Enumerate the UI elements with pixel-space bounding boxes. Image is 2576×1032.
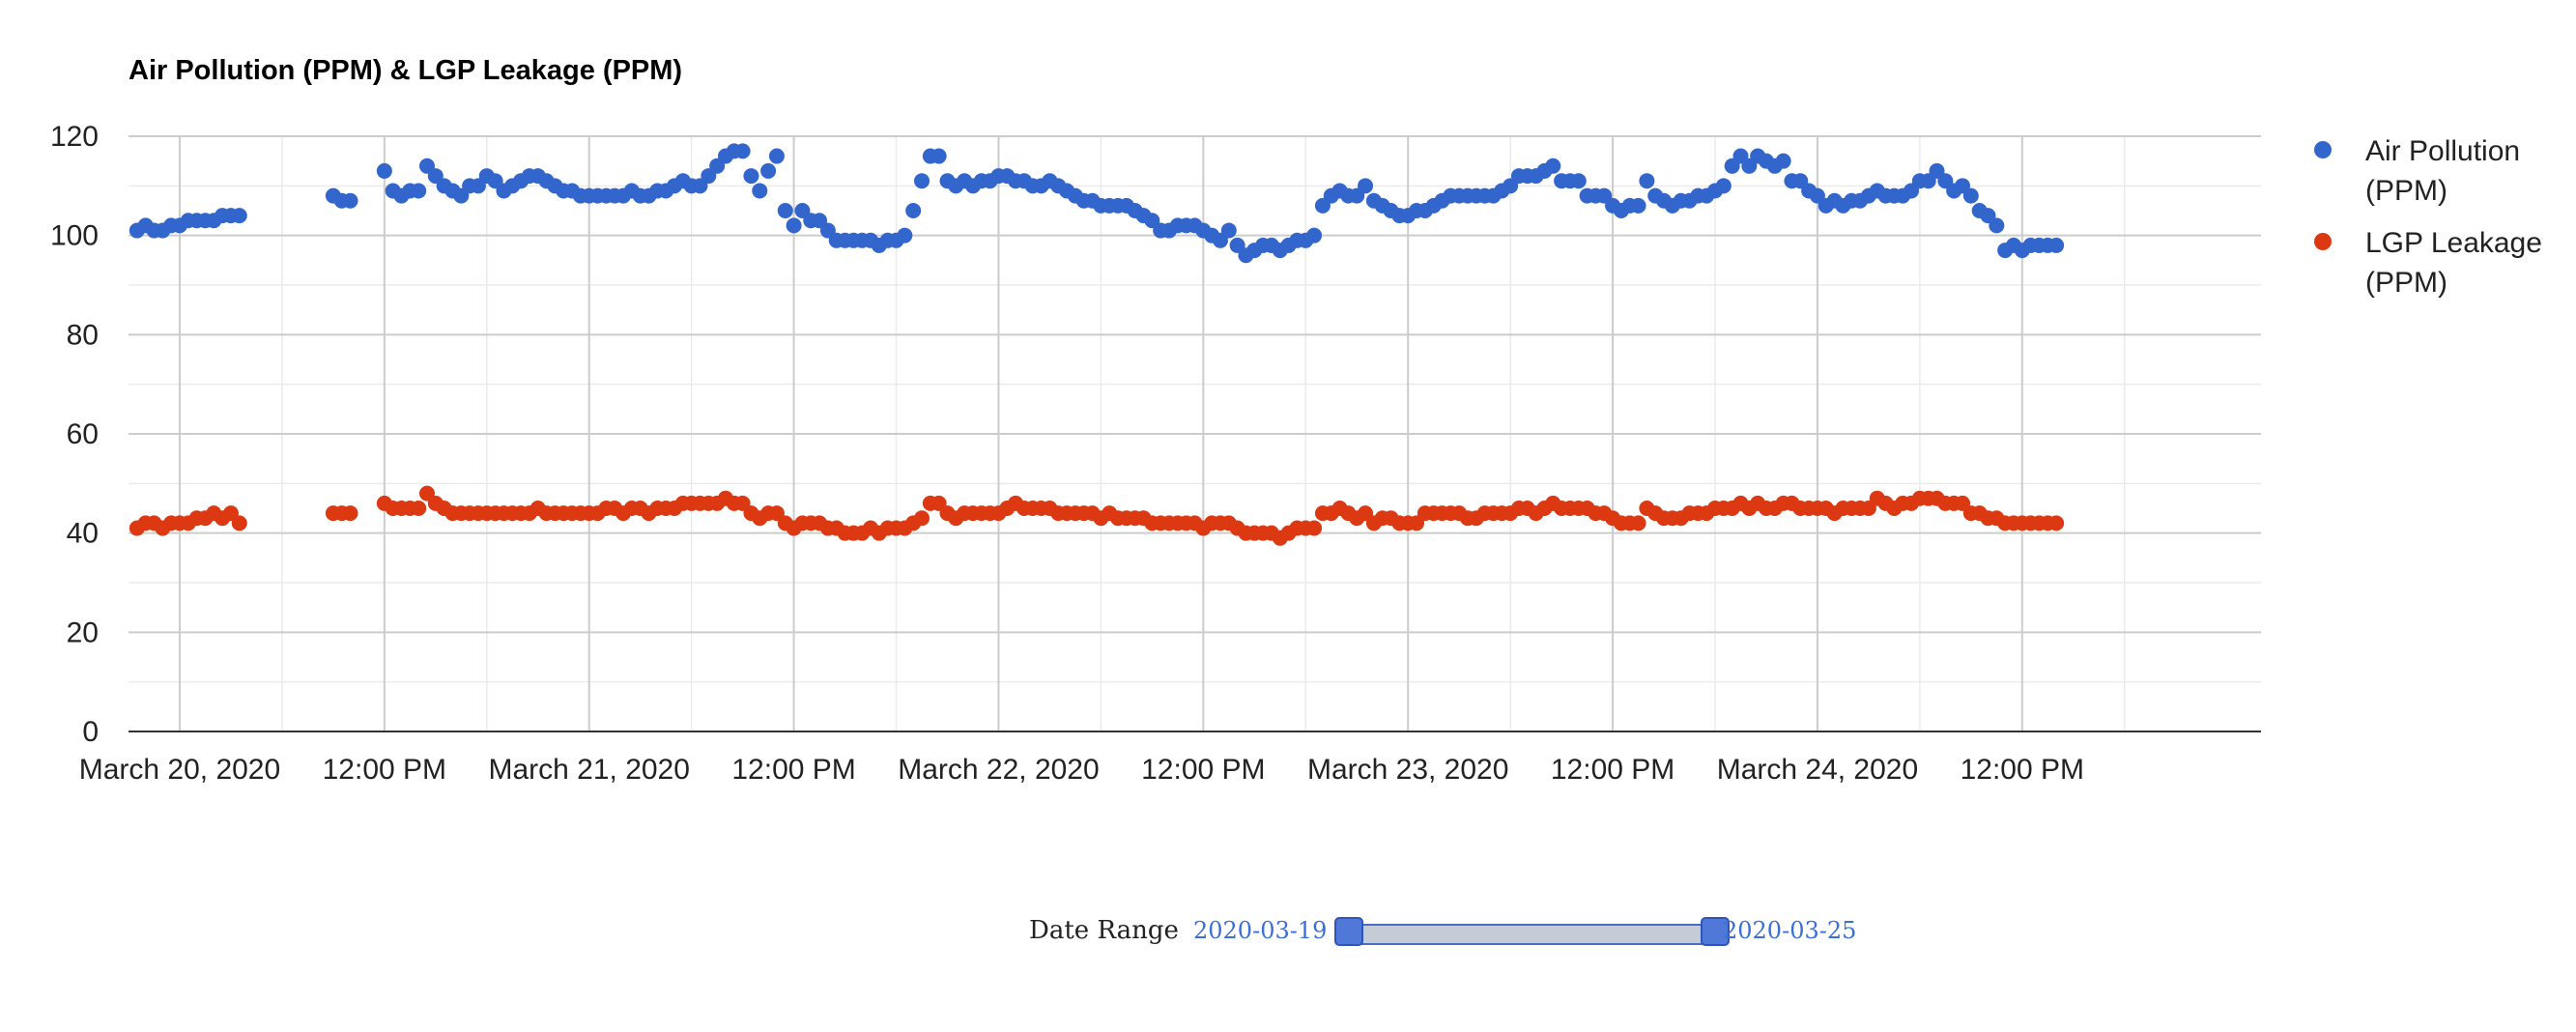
lgp-leakage-point: [1630, 515, 1646, 531]
x-tick-label: 12:00 PM: [323, 754, 446, 786]
air-pollution-point: [734, 143, 751, 159]
x-tick-label: March 24, 2020: [1717, 754, 1918, 786]
air-pollution-point: [231, 208, 247, 224]
legend-marker: [2314, 233, 2332, 250]
y-tick-label: 40: [67, 518, 99, 550]
x-tick-label: 12:00 PM: [731, 754, 855, 786]
air-pollution-point: [914, 173, 930, 189]
chart-title: Air Pollution (PPM) & LGP Leakage (PPM): [129, 55, 682, 86]
date-range-end-handle[interactable]: [1701, 917, 1730, 946]
legend-label: Air Pollution: [2365, 135, 2520, 167]
air-pollution-point: [1639, 173, 1655, 189]
air-pollution-point: [743, 168, 759, 185]
lgp-leakage-point: [231, 515, 247, 531]
air-pollution-point: [1220, 222, 1237, 239]
lgp-leakage-point: [914, 510, 930, 527]
air-pollution-point: [777, 203, 793, 218]
x-tick-label: March 22, 2020: [898, 754, 1099, 786]
y-tick-label: 120: [50, 121, 99, 153]
air-pollution-point: [1545, 158, 1561, 174]
air-pollution-point: [411, 183, 427, 199]
lgp-leakage-point: [342, 505, 358, 522]
plot-area: [129, 143, 2065, 546]
x-tick-label: March 21, 2020: [488, 754, 689, 786]
lgp-leakage-point: [1306, 520, 1323, 536]
lgp-leakage-point: [2048, 515, 2065, 531]
air-pollution-point: [1306, 227, 1323, 244]
axes: 0 20 40 60 80 100 120 March 20, 2020 12:00 PM Mar…: [50, 121, 2261, 786]
date-range-start-value: 2020-03-19: [1193, 917, 1328, 944]
date-range-filter: Date Range 2020-03-19 2020-03-25: [1029, 908, 1995, 957]
y-tick-label: 0: [82, 716, 99, 748]
air-pollution-point: [760, 162, 777, 179]
date-range-end-value: 2020-03-25: [1723, 917, 1857, 944]
legend: Air Pollution (PPM) LGP Leakage (PPM): [2314, 135, 2542, 299]
x-tick-label: 12:00 PM: [1961, 754, 2084, 786]
air-pollution-point: [905, 203, 922, 218]
air-pollution-point: [342, 192, 358, 209]
legend-marker: [2314, 141, 2332, 158]
x-tick-label: March 23, 2020: [1307, 754, 1508, 786]
x-tick-label: 12:00 PM: [1551, 754, 1674, 786]
air-pollution-point: [897, 227, 913, 244]
y-tick-label: 60: [67, 418, 99, 450]
air-pollution-point: [1358, 178, 1374, 194]
air-pollution-point: [1570, 173, 1587, 189]
air-pollution-point: [376, 162, 392, 179]
y-tick-label: 80: [67, 319, 99, 351]
air-pollution-point: [1775, 153, 1791, 169]
legend-label: (PPM): [2365, 175, 2447, 207]
x-tick-label: 12:00 PM: [1141, 754, 1265, 786]
air-pollution-point: [1715, 178, 1732, 194]
air-pollution-point: [1630, 197, 1646, 214]
legend-label: (PPM): [2365, 267, 2447, 299]
air-pollution-point: [768, 148, 785, 164]
date-range-label: Date Range: [1029, 916, 1179, 945]
air-pollution-point: [2048, 237, 2065, 253]
y-tick-label: 20: [67, 616, 99, 648]
legend-label: LGP Leakage: [2365, 227, 2542, 259]
y-tick-label: 100: [50, 220, 99, 252]
air-pollution-point: [752, 183, 768, 199]
air-pollution-point: [1989, 217, 2005, 234]
lgp-leakage-point: [411, 501, 427, 516]
air-pollution-point: [930, 148, 947, 164]
x-tick-label: March 20, 2020: [79, 754, 280, 786]
date-range-track[interactable]: [1348, 924, 1714, 945]
air-pollution-point: [786, 217, 802, 234]
air-pollution-point: [1962, 187, 1979, 204]
date-range-start-handle[interactable]: [1334, 917, 1363, 946]
